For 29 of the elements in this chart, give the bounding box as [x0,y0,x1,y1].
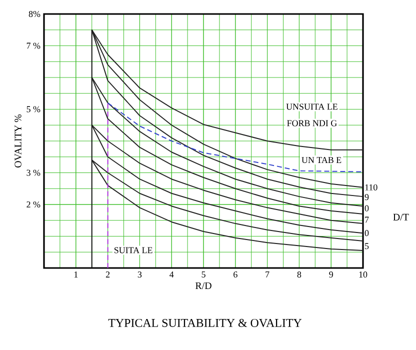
x-tick-label: 9 [329,272,333,278]
text: TYPICAL SUITABILITY & OVALITY [108,318,302,328]
annotation: SUITA LE [114,247,152,254]
x-axis-title: R/D [195,282,212,290]
text: 0 [364,230,369,236]
annotation: UNSUITA LE [286,104,338,110]
text: 7 [365,216,369,223]
x-tick-label: 4 [170,272,174,278]
x-tick-label: 8 [297,272,302,278]
x-tick-label: 5 [202,272,206,278]
x-tick-label: 2 [106,272,110,278]
x-tick-label: 3 [138,272,142,278]
y-tick-label: 8% [28,10,40,18]
text: D/T [393,214,409,221]
x-tick-label: 1 [74,272,78,278]
x-tick-label: 7 [266,272,270,278]
y-tick-label: 2 % [26,201,40,208]
text: 0 [364,205,369,212]
annotation: FORB NDI G [287,120,337,126]
y-tick-label: 5 % [26,106,40,112]
annotation: UN TAB E [302,157,342,164]
x-tick-label: 6 [234,272,238,278]
text: 9 [364,194,369,200]
text: 5 [365,243,369,250]
text: 110 [365,184,378,190]
y-axis-title: OVALITY % [14,114,22,168]
y-tick-label: 7 % [26,42,40,49]
x-tick-label: 10 [359,272,368,278]
y-tick-label: 3 % [26,170,40,176]
